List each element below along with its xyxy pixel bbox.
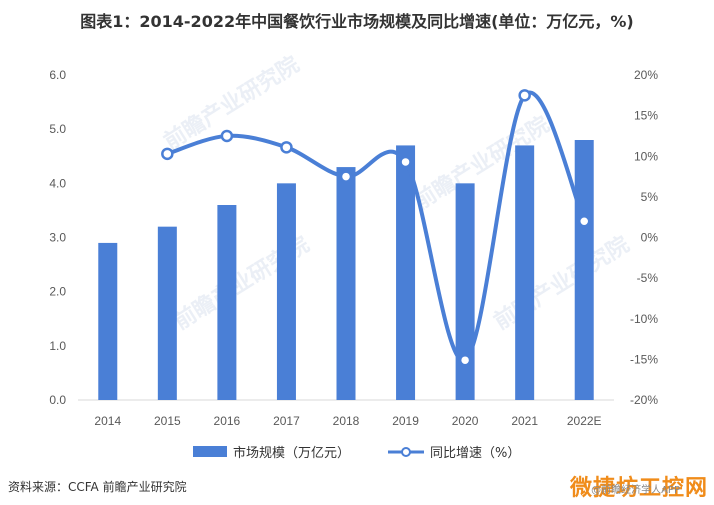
x-tick-label: 2016 (214, 414, 241, 428)
growth-point (220, 129, 234, 143)
brand-overlay: 微捷坊工控网 (569, 476, 708, 501)
x-tick-label: 2018 (333, 414, 360, 428)
bar (515, 145, 535, 400)
x-tick-label: 2014 (94, 414, 121, 428)
bar (455, 183, 475, 400)
y-right-tick-label: -10% (630, 312, 658, 326)
x-tick-label: 2017 (273, 414, 300, 428)
growth-point (339, 170, 353, 183)
line-series (161, 89, 591, 367)
growth-point (577, 215, 591, 228)
y-right-tick-label: 15% (634, 109, 658, 123)
y-right-tick-label: -15% (630, 352, 658, 366)
y-right-tick-label: 20% (634, 68, 658, 82)
watermark-text: 前瞻产业研究院 (489, 231, 633, 335)
y-left-tick-label: 0.0 (49, 393, 66, 407)
growth-point (280, 141, 293, 154)
x-tick-label: 2021 (511, 414, 538, 428)
y-left-tick-label: 1.0 (49, 339, 66, 353)
legend: 市场规模（万亿元） 同比增速（%） (193, 445, 520, 461)
legend-line-marker (401, 447, 411, 457)
bar (276, 183, 296, 400)
y-right-tick-label: 0% (641, 231, 659, 245)
bar (98, 242, 118, 400)
y-left-tick-label: 4.0 (49, 176, 66, 190)
source-note: 资料来源：CCFA 前瞻产业研究院 (8, 480, 187, 494)
x-tick-label: 2022E (567, 414, 602, 428)
y-left-tick-label: 3.0 (49, 231, 66, 245)
y-left-tick-label: 6.0 (49, 68, 66, 82)
y-right-tick-label: -20% (630, 393, 658, 407)
bar (336, 167, 356, 400)
x-tick-label: 2015 (154, 414, 181, 428)
y-right-tick-label: 10% (634, 149, 658, 163)
growth-point (518, 89, 531, 102)
growth-point (161, 147, 174, 161)
bar (217, 205, 237, 400)
y-left-tick-label: 2.0 (49, 285, 66, 299)
y-right-tick-label: 5% (641, 190, 659, 204)
legend-line-label: 同比增速（%） (430, 446, 520, 461)
bar (157, 226, 177, 400)
brand-sub-overlay: @前瞻经济学人APP (591, 485, 680, 496)
bar (396, 145, 416, 400)
bar (574, 140, 594, 400)
legend-bar-label: 市场规模（万亿元） (233, 445, 350, 461)
x-tick-label: 2020 (452, 414, 479, 428)
growth-point (399, 155, 412, 169)
y-right-tick-label: -5% (637, 271, 659, 285)
chart-title: 图表1：2014-2022年中国餐饮行业市场规模及同比增速(单位：万亿元，%) (80, 12, 634, 31)
growth-point (458, 353, 472, 367)
legend-bar-swatch (193, 446, 227, 457)
x-tick-label: 2019 (392, 414, 419, 428)
y-left-tick-label: 5.0 (49, 122, 66, 136)
